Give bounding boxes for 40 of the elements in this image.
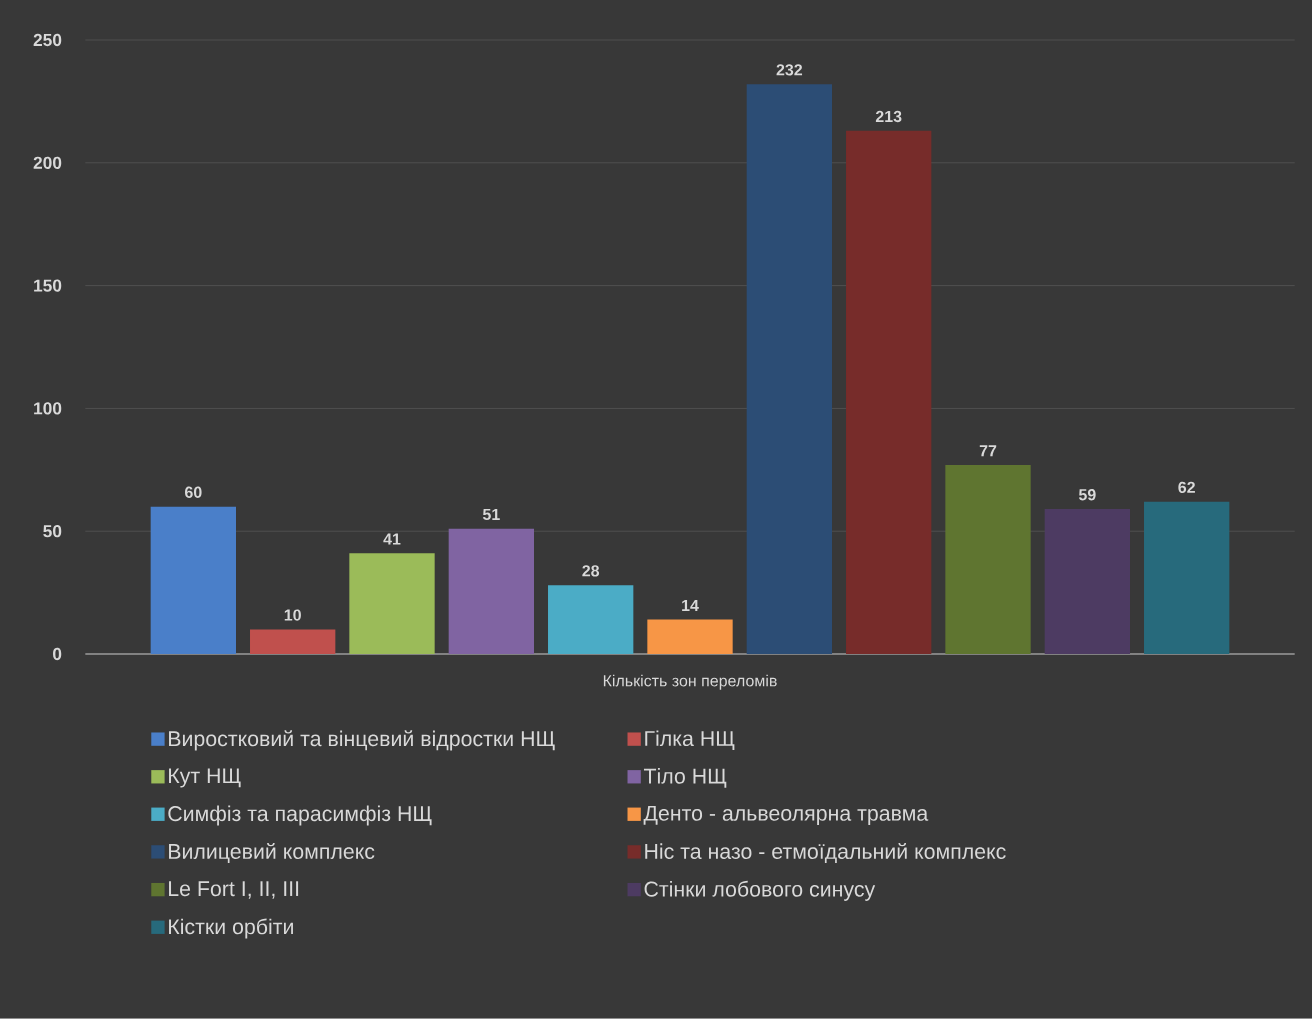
bar	[846, 131, 932, 655]
legend-label: Вилицевий комплекс	[169, 843, 375, 864]
data-label: 62	[1178, 481, 1195, 494]
legend-label: Le Fort I, II, III	[169, 881, 299, 899]
data-label: 213	[875, 110, 902, 123]
bar	[548, 585, 634, 655]
legend-label: Денто - альвеолярна травма	[643, 806, 929, 826]
data-label: 28	[582, 565, 600, 577]
data-label: 14	[682, 600, 699, 612]
bar	[150, 506, 236, 655]
bar	[448, 528, 535, 655]
data-label: 51	[482, 509, 500, 521]
data-label: 77	[979, 445, 997, 457]
y-tick-label: 150	[34, 279, 62, 292]
data-label: 232	[776, 64, 803, 76]
data-label: 60	[185, 486, 202, 499]
y-tick-label: 100	[34, 402, 62, 415]
data-label: 41	[383, 533, 401, 545]
legend-label: Стінки лобового синусу	[644, 880, 876, 902]
x-tick-label: Кількість зон переломів	[603, 674, 777, 690]
legend-label: Ніс та назо - етмоїдальний комплекс	[645, 843, 1006, 864]
y-tick-label: 250	[33, 34, 62, 47]
y-tick-label: 200	[33, 156, 62, 170]
bar	[250, 629, 336, 655]
legend-label: Кут НЩ	[169, 768, 241, 788]
bar	[1144, 501, 1230, 655]
legend-label: Симфіз та парасимфіз НЩ	[168, 805, 432, 826]
bar	[945, 465, 1031, 655]
legend-label: Тіло НЩ	[643, 768, 727, 788]
bar	[349, 553, 435, 655]
data-label: 59	[1078, 489, 1096, 501]
bar	[746, 84, 833, 655]
legend-label: Гілка НЩ	[645, 730, 735, 751]
data-label: 10	[284, 609, 301, 621]
bar	[1044, 509, 1131, 655]
bar	[647, 619, 733, 655]
y-tick-label: 50	[43, 525, 62, 538]
legend-label: Виростковий та вінцевий відростки НЩ	[169, 730, 555, 751]
y-tick-label: 0	[53, 648, 62, 661]
legend-label: Кістки орбіти	[169, 918, 293, 939]
